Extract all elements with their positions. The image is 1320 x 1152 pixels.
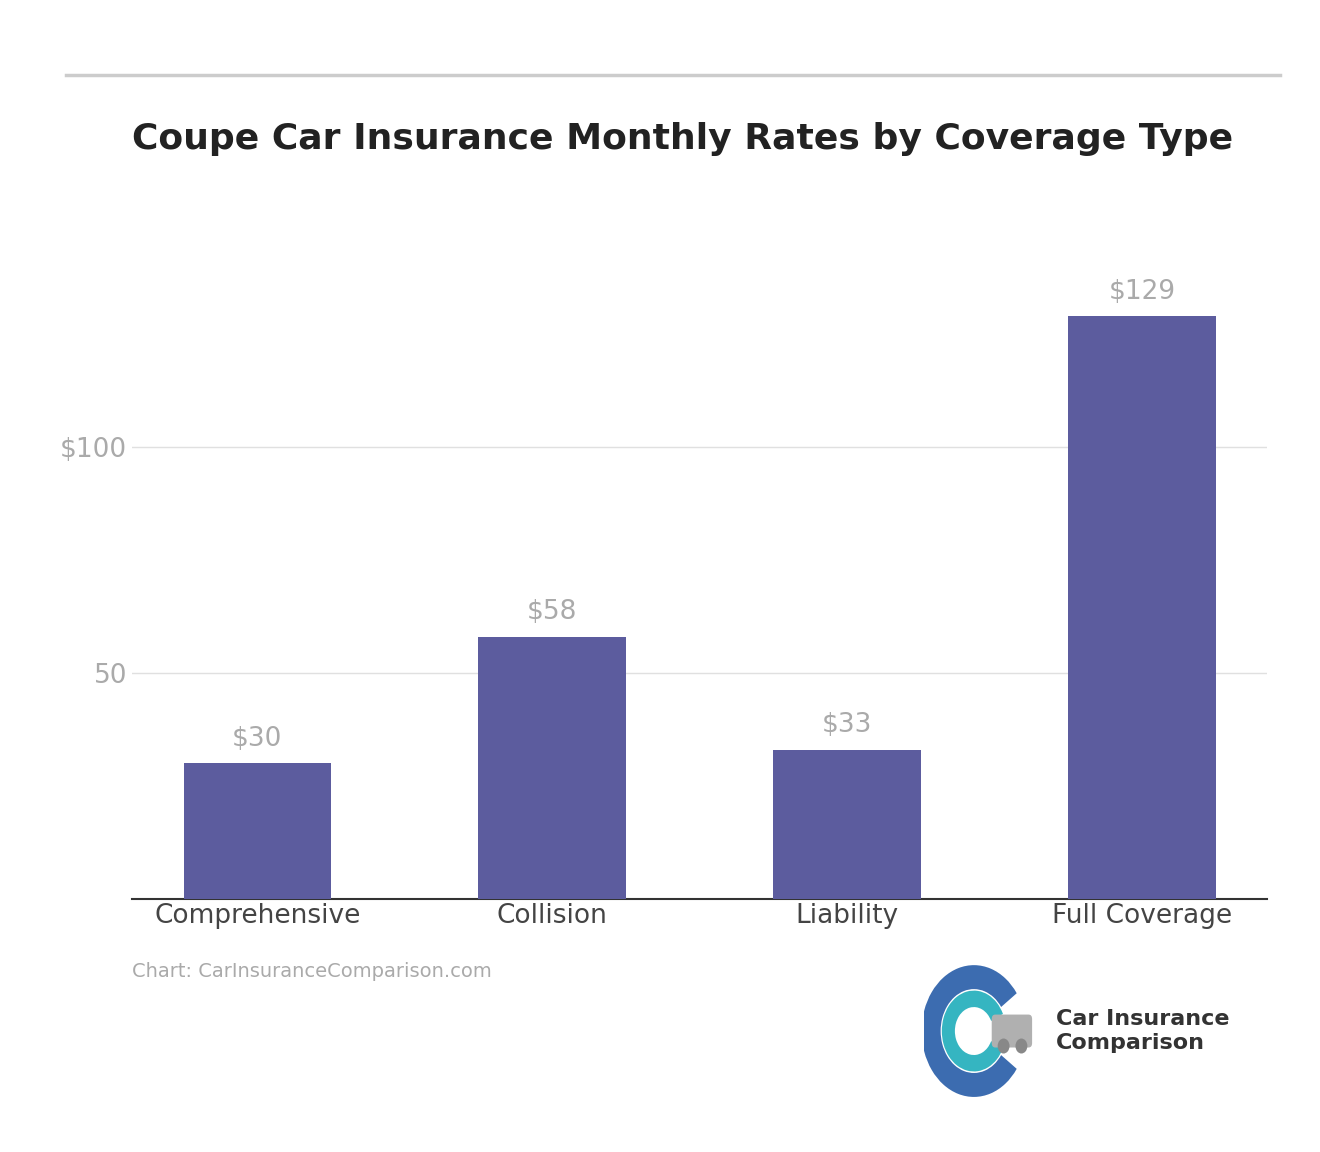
Text: Coupe Car Insurance Monthly Rates by Coverage Type: Coupe Car Insurance Monthly Rates by Cov…	[132, 121, 1233, 156]
Text: $58: $58	[527, 599, 577, 626]
Bar	[774, 750, 921, 899]
Circle shape	[998, 1039, 1010, 1053]
Wedge shape	[941, 991, 1003, 1071]
Bar	[478, 637, 626, 899]
Text: $129: $129	[1109, 279, 1175, 305]
FancyBboxPatch shape	[991, 1015, 1032, 1047]
Circle shape	[1015, 1039, 1027, 1053]
Text: Chart: CarInsuranceComparison.com: Chart: CarInsuranceComparison.com	[132, 962, 492, 980]
Text: $30: $30	[232, 726, 282, 752]
Text: $33: $33	[822, 712, 873, 738]
Bar	[1068, 316, 1216, 899]
Bar	[183, 763, 331, 899]
Wedge shape	[921, 965, 1016, 1097]
Text: Car Insurance
Comparison: Car Insurance Comparison	[1056, 1009, 1229, 1053]
